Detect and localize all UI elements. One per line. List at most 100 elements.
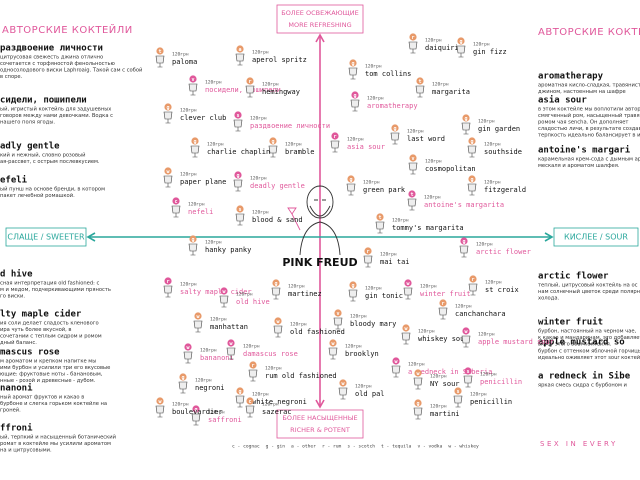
price: 120грн	[205, 240, 222, 246]
spirit-letter: c	[174, 199, 177, 205]
spirit-letter: g	[271, 139, 274, 145]
cocktail-name: boulevardier	[172, 408, 223, 416]
cocktail-name: tommy's margarita	[392, 224, 464, 232]
item-description: в этом коктейле мы воплотили авторск	[538, 106, 640, 113]
item-description: терпкость идеально балансирует в и	[538, 133, 640, 139]
item-description: цитрусовая свежесть джина отлично	[0, 55, 103, 61]
glass-icon	[163, 111, 173, 124]
glass-icon	[155, 405, 165, 418]
glass-icon	[330, 140, 340, 153]
spirit-letter: s	[238, 207, 241, 213]
item-description: гроней.	[0, 407, 21, 414]
spirit-letter: r	[166, 279, 169, 285]
spirit-badge	[376, 213, 384, 221]
item-description: сочетании с теплым сидром и ромом	[0, 334, 102, 340]
spirit-letter: s	[456, 389, 459, 395]
glass-icon	[403, 287, 413, 300]
spirit-letter: g	[470, 177, 473, 183]
price: 120грн	[455, 304, 472, 310]
cocktail-glass	[287, 207, 301, 231]
horizontal-arrowheads	[86, 232, 554, 242]
price: 120грн	[350, 314, 367, 320]
spirit-letter: g	[274, 281, 277, 287]
cocktail-name: negroni	[195, 384, 225, 392]
cocktail-name: green park	[363, 186, 406, 194]
cocktail-name: nefeli	[188, 208, 213, 216]
glass-icon	[235, 213, 245, 226]
cocktail-name: asia sour	[347, 143, 385, 151]
spirit-letter: w	[464, 329, 468, 335]
spirit-badge	[454, 387, 462, 395]
glass-icon	[415, 85, 425, 98]
cocktail-name: tom collins	[365, 70, 411, 78]
price: 120грн	[172, 402, 189, 408]
spirit-badge	[172, 197, 180, 205]
spirit-badge	[272, 279, 280, 287]
spirit-letter: r	[411, 35, 414, 41]
item-description: сочетается с торфяностой фенольностью	[0, 60, 116, 67]
item-description: говоров между нами девочками. Водка с	[0, 113, 113, 119]
spirit-badge	[349, 281, 357, 289]
price: 120грн	[425, 38, 442, 44]
item-description: на и цитрусовыми.	[0, 448, 52, 454]
spirit-badge	[334, 309, 342, 317]
cocktail-name: deadly gentle	[250, 182, 305, 190]
logo: PINK FREUD	[282, 256, 357, 269]
price: 120грн	[420, 284, 437, 290]
cocktail-name: paloma	[172, 58, 197, 66]
spirit-badge	[468, 175, 476, 183]
item-description: ромом чая sencha. Он дополняет	[538, 120, 628, 126]
cocktail-name: last word	[407, 135, 445, 143]
cocktail-name: penicillin	[480, 378, 522, 386]
cocktail-name: bloody mary	[350, 320, 396, 328]
spirit-letter: r	[248, 79, 251, 85]
spirit-letter: g	[194, 407, 197, 413]
glass-icon	[401, 332, 411, 345]
glass-icon	[233, 179, 243, 192]
cocktail-name: gin garden	[478, 125, 520, 133]
cocktail-name: a redneck in Siberia	[408, 368, 492, 376]
glass-icon	[407, 198, 417, 211]
spirit-letter: w	[416, 371, 420, 377]
spirit-letter: g	[236, 173, 239, 179]
legend-entry: w - whiskey	[448, 444, 479, 450]
cocktail-name: southside	[484, 148, 522, 156]
spirit-badge	[189, 75, 197, 83]
item-description: к какао и мандаринам, это добавляет	[538, 335, 640, 341]
price: 120грн	[252, 50, 269, 56]
price: 120грн	[180, 282, 197, 288]
cocktail-name: old fashioned	[290, 328, 345, 336]
spirit-letter: g	[393, 126, 396, 132]
spirit-letter: v	[191, 77, 194, 83]
spirit-badge	[349, 59, 357, 67]
spirit-badge	[194, 312, 202, 320]
spirit-badge	[439, 299, 447, 307]
cocktail-name: winter fruit	[420, 290, 471, 298]
cocktail-name: посидели, пошипели	[205, 86, 281, 94]
price: 120грн	[188, 202, 205, 208]
right-label: КИСЛЕЕ / SOUR	[564, 233, 628, 242]
